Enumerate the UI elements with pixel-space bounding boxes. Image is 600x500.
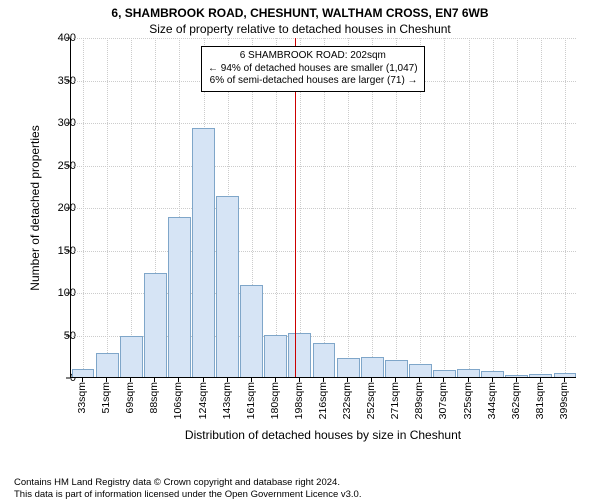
- bar: [529, 374, 552, 377]
- bar: [337, 358, 360, 377]
- x-tick-label: 106sqm: [172, 382, 184, 419]
- bar: [409, 364, 432, 377]
- bar: [361, 357, 384, 377]
- callout-box: 6 SHAMBROOK ROAD: 202sqm ← 94% of detach…: [201, 46, 425, 92]
- footer-line1: Contains HM Land Registry data © Crown c…: [14, 477, 340, 488]
- callout-line3: 6% of semi-detached houses are larger (7…: [208, 75, 418, 88]
- plot-area: 6 SHAMBROOK ROAD: 202sqm ← 94% of detach…: [70, 38, 576, 378]
- x-tick-label: 307sqm: [437, 382, 449, 419]
- bar: [192, 128, 215, 377]
- bar: [168, 217, 191, 377]
- callout-line1: 6 SHAMBROOK ROAD: 202sqm: [208, 50, 418, 63]
- bar: [240, 285, 263, 377]
- x-tick-label: 161sqm: [245, 382, 257, 419]
- x-tick-label: 399sqm: [558, 382, 570, 419]
- x-axis-label: Distribution of detached houses by size …: [70, 428, 576, 442]
- bar: [144, 273, 167, 377]
- x-tick-label: 33sqm: [76, 382, 88, 414]
- x-tick-label: 289sqm: [413, 382, 425, 419]
- x-tick-label: 344sqm: [486, 382, 498, 419]
- callout-line2: ← 94% of detached houses are smaller (1,…: [208, 63, 418, 76]
- bar: [313, 343, 336, 377]
- x-tick-label: 143sqm: [221, 382, 233, 419]
- x-tick-label: 180sqm: [269, 382, 281, 419]
- x-tick-label: 69sqm: [124, 382, 136, 414]
- bar: [96, 353, 119, 377]
- x-tick-label: 216sqm: [317, 382, 329, 419]
- footer-line2: This data is part of information license…: [14, 489, 361, 500]
- x-tick-label: 271sqm: [389, 382, 401, 419]
- chart: Number of detached properties 0501001502…: [28, 38, 588, 438]
- x-tick-label: 362sqm: [510, 382, 522, 419]
- x-tick-label: 88sqm: [148, 382, 160, 414]
- subtitle: Size of property relative to detached ho…: [0, 20, 600, 40]
- x-tick-label: 124sqm: [197, 382, 209, 419]
- address-title: 6, SHAMBROOK ROAD, CHESHUNT, WALTHAM CRO…: [0, 0, 600, 20]
- bar: [216, 196, 239, 377]
- bar: [288, 333, 311, 377]
- x-tick-label: 325sqm: [462, 382, 474, 419]
- bar: [457, 369, 480, 377]
- bar: [433, 370, 456, 377]
- x-tick-label: 232sqm: [341, 382, 353, 419]
- x-tick-label: 381sqm: [534, 382, 546, 419]
- bar: [264, 335, 287, 378]
- bar: [72, 369, 95, 377]
- x-tick-label: 51sqm: [100, 382, 112, 414]
- bar: [554, 373, 577, 377]
- x-tick-label: 252sqm: [365, 382, 377, 419]
- bar: [481, 371, 504, 377]
- bar: [120, 336, 143, 377]
- bar: [385, 360, 408, 377]
- x-tick-label: 198sqm: [293, 382, 305, 419]
- bar: [505, 375, 528, 377]
